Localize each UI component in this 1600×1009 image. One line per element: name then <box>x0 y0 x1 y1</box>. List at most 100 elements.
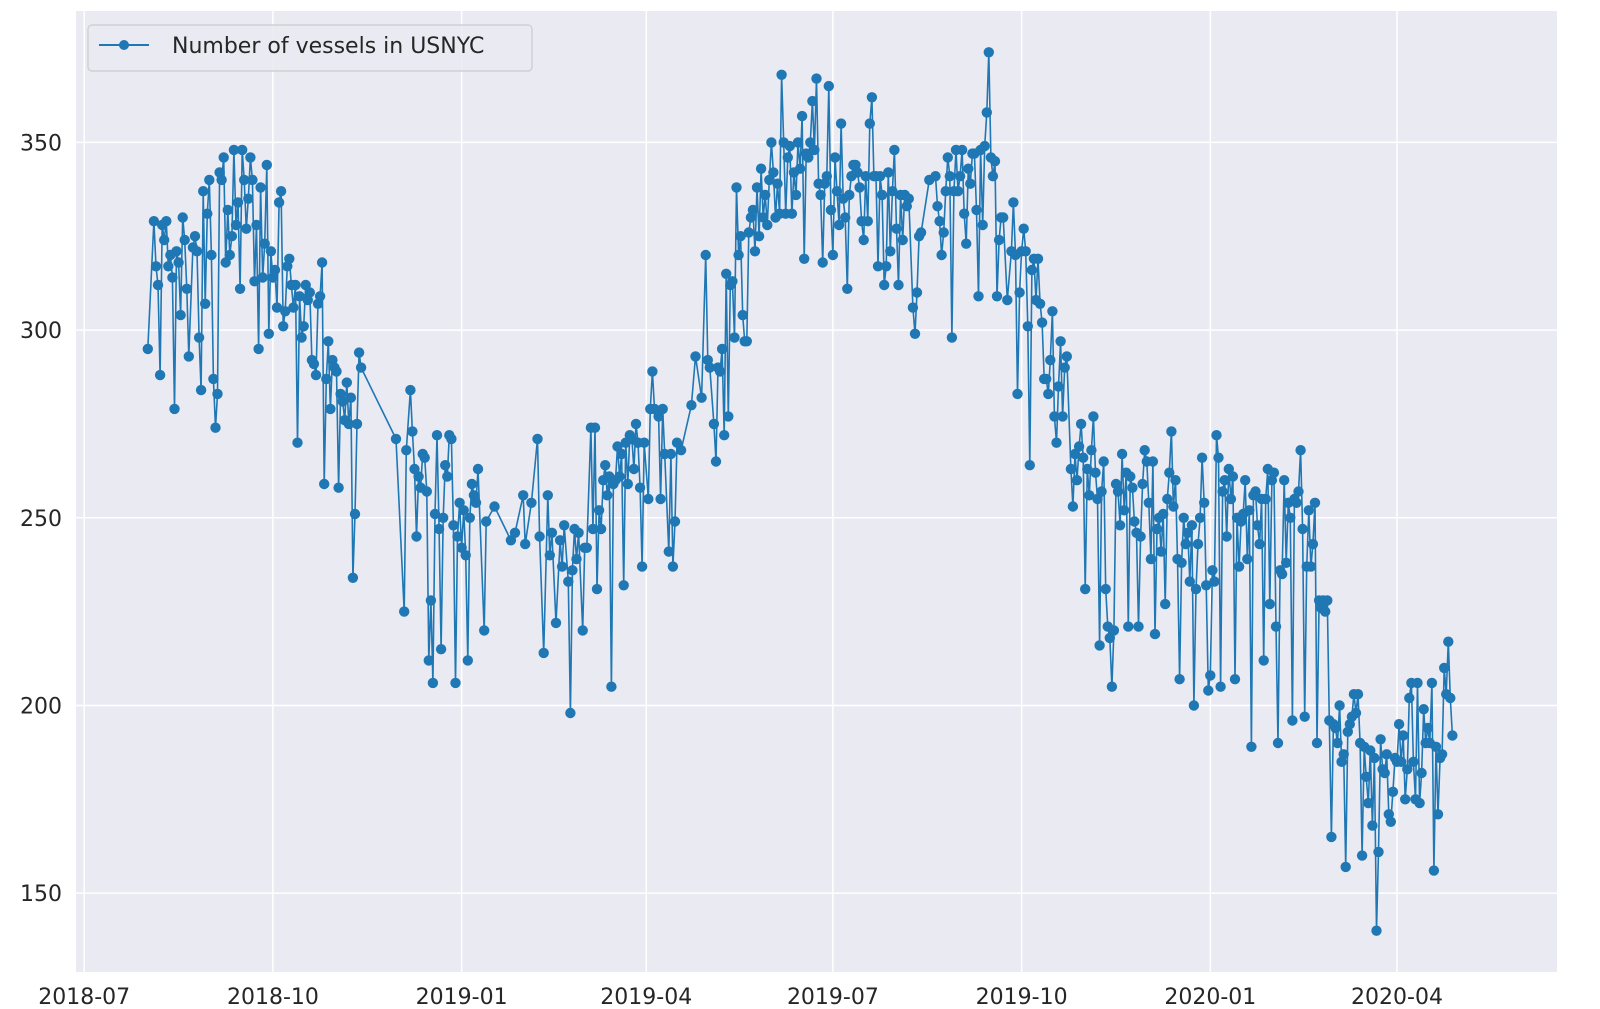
data-point <box>721 268 732 279</box>
data-point <box>753 231 765 242</box>
data-point <box>1051 437 1062 448</box>
data-point <box>973 291 984 302</box>
data-point <box>768 167 779 178</box>
data-point <box>234 283 246 294</box>
data-point <box>1381 749 1392 760</box>
data-point <box>1303 505 1315 516</box>
data-point <box>565 707 576 719</box>
data-point <box>321 373 332 385</box>
data-point <box>1133 621 1144 632</box>
data-point <box>733 249 744 261</box>
data-point <box>253 343 264 355</box>
data-point <box>271 302 283 313</box>
data-point <box>419 452 430 463</box>
data-point <box>154 369 166 381</box>
data-point <box>852 167 863 178</box>
legend-label: Number of vessels in USNYC <box>172 34 484 59</box>
data-point <box>934 216 945 227</box>
data-point <box>1307 538 1319 550</box>
data-point <box>1119 505 1130 516</box>
data-point <box>815 189 826 201</box>
data-point <box>643 493 654 505</box>
data-point <box>930 171 941 182</box>
data-point <box>347 572 359 583</box>
data-point <box>1291 497 1302 508</box>
data-point <box>942 152 953 163</box>
data-point <box>844 189 855 201</box>
data-point <box>1186 520 1198 531</box>
data-point <box>1180 538 1191 550</box>
data-point <box>1049 411 1060 422</box>
data-point <box>251 219 262 231</box>
grid-lines <box>76 11 1557 972</box>
data-point <box>807 95 818 107</box>
data-point <box>915 227 927 238</box>
data-point <box>1084 490 1095 501</box>
data-point <box>464 512 475 523</box>
data-point <box>710 456 722 467</box>
data-point <box>1032 253 1044 264</box>
data-point <box>1203 685 1214 696</box>
data-point <box>1418 704 1429 715</box>
data-point <box>1320 606 1331 617</box>
data-point <box>1297 523 1308 535</box>
data-point <box>1139 445 1150 456</box>
data-point <box>1164 467 1175 478</box>
data-point <box>979 140 990 152</box>
data-point <box>885 246 896 257</box>
data-point <box>1371 925 1382 936</box>
data-point <box>1073 441 1085 452</box>
data-point <box>1160 598 1171 610</box>
data-point <box>175 309 186 321</box>
data-point <box>167 272 178 283</box>
data-point <box>1279 475 1290 486</box>
data-point <box>862 216 873 227</box>
data-point <box>351 418 363 430</box>
data-point <box>614 471 625 482</box>
data-point <box>298 321 309 332</box>
data-point <box>294 291 305 302</box>
data-point <box>938 227 949 238</box>
data-point <box>675 445 687 456</box>
data-point <box>177 212 188 223</box>
data-point <box>1071 475 1083 486</box>
data-point <box>1045 354 1056 366</box>
data-point <box>864 118 875 129</box>
data-point <box>1036 317 1048 328</box>
data-point <box>1439 662 1450 674</box>
data-point <box>259 238 270 249</box>
data-point <box>148 216 160 227</box>
data-point <box>634 482 646 493</box>
data-point <box>1012 388 1023 400</box>
data-point <box>431 430 443 441</box>
data-point <box>959 208 970 219</box>
data-point <box>907 302 919 313</box>
data-point <box>616 448 627 460</box>
data-point <box>550 617 562 629</box>
data-point <box>296 332 307 343</box>
data-point <box>1309 497 1321 508</box>
legend-box <box>87 24 533 72</box>
data-point <box>275 186 287 197</box>
data-point <box>433 523 445 535</box>
data-point <box>212 388 223 400</box>
data-point <box>840 212 851 223</box>
data-point <box>1285 512 1296 523</box>
data-point <box>1299 711 1310 722</box>
data-point <box>700 249 711 261</box>
data-point <box>333 482 344 493</box>
data-point <box>829 152 841 163</box>
data-point <box>1135 531 1146 542</box>
data-point <box>1065 463 1077 475</box>
data-point <box>1174 674 1185 685</box>
data-point <box>887 186 898 197</box>
data-point <box>729 332 740 343</box>
data-point <box>874 171 886 182</box>
data-point <box>1123 621 1134 632</box>
data-point <box>665 448 677 460</box>
data-point <box>1225 493 1237 505</box>
data-point <box>1254 538 1265 550</box>
data-point <box>727 276 738 287</box>
data-point <box>991 291 1003 302</box>
data-point <box>152 279 164 291</box>
